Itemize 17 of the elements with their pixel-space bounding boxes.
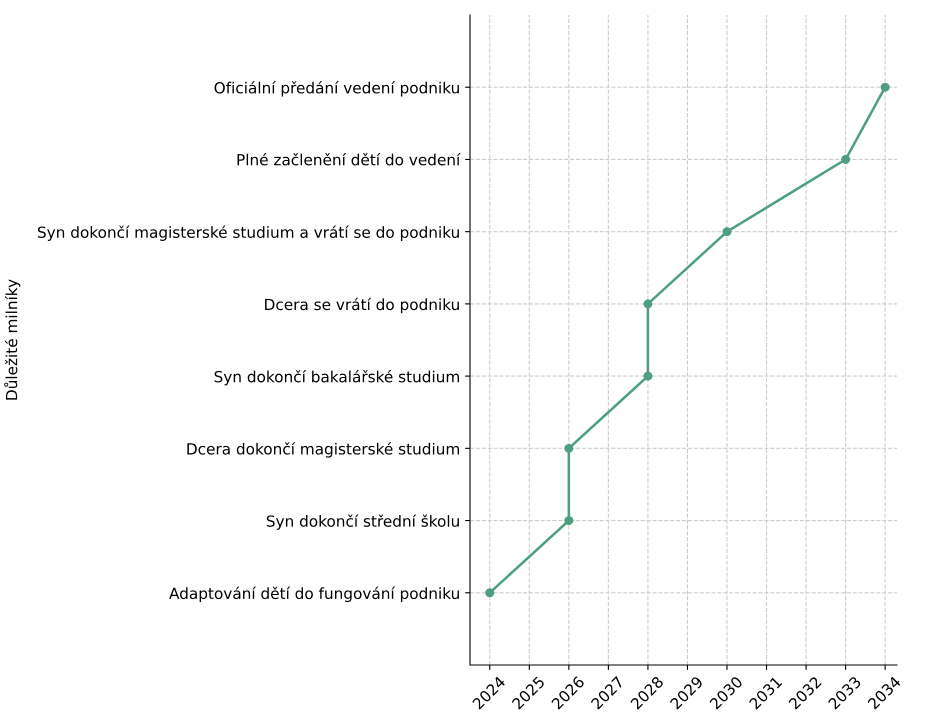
y-tick-label: Dcera se vrátí do podniku	[265, 298, 459, 314]
point	[564, 516, 574, 526]
point	[643, 299, 652, 308]
y-tick-label: Syn dokončí střední školu	[266, 514, 459, 530]
y-tick-label: Dcera dokončí magisterské studium	[187, 442, 459, 458]
point	[643, 372, 652, 381]
y-tick-label: Syn dokončí bakalářské studium	[214, 370, 459, 386]
point	[564, 444, 574, 453]
y-tick-label: Plné začlenění dětí do vedení	[238, 153, 461, 166]
y-axis-title: Důležité milníky	[4, 279, 20, 400]
point	[485, 588, 494, 598]
y-tick-label: Oficiální předání vedení podniku	[214, 81, 459, 97]
y-tick-label: Syn dokončí magisterské studium a vrátí se do podniku	[38, 226, 459, 241]
y-tick-label: Adaptování dětí do fungování podniku	[169, 586, 459, 602]
point	[880, 82, 890, 92]
point	[841, 154, 850, 164]
point	[722, 227, 732, 236]
